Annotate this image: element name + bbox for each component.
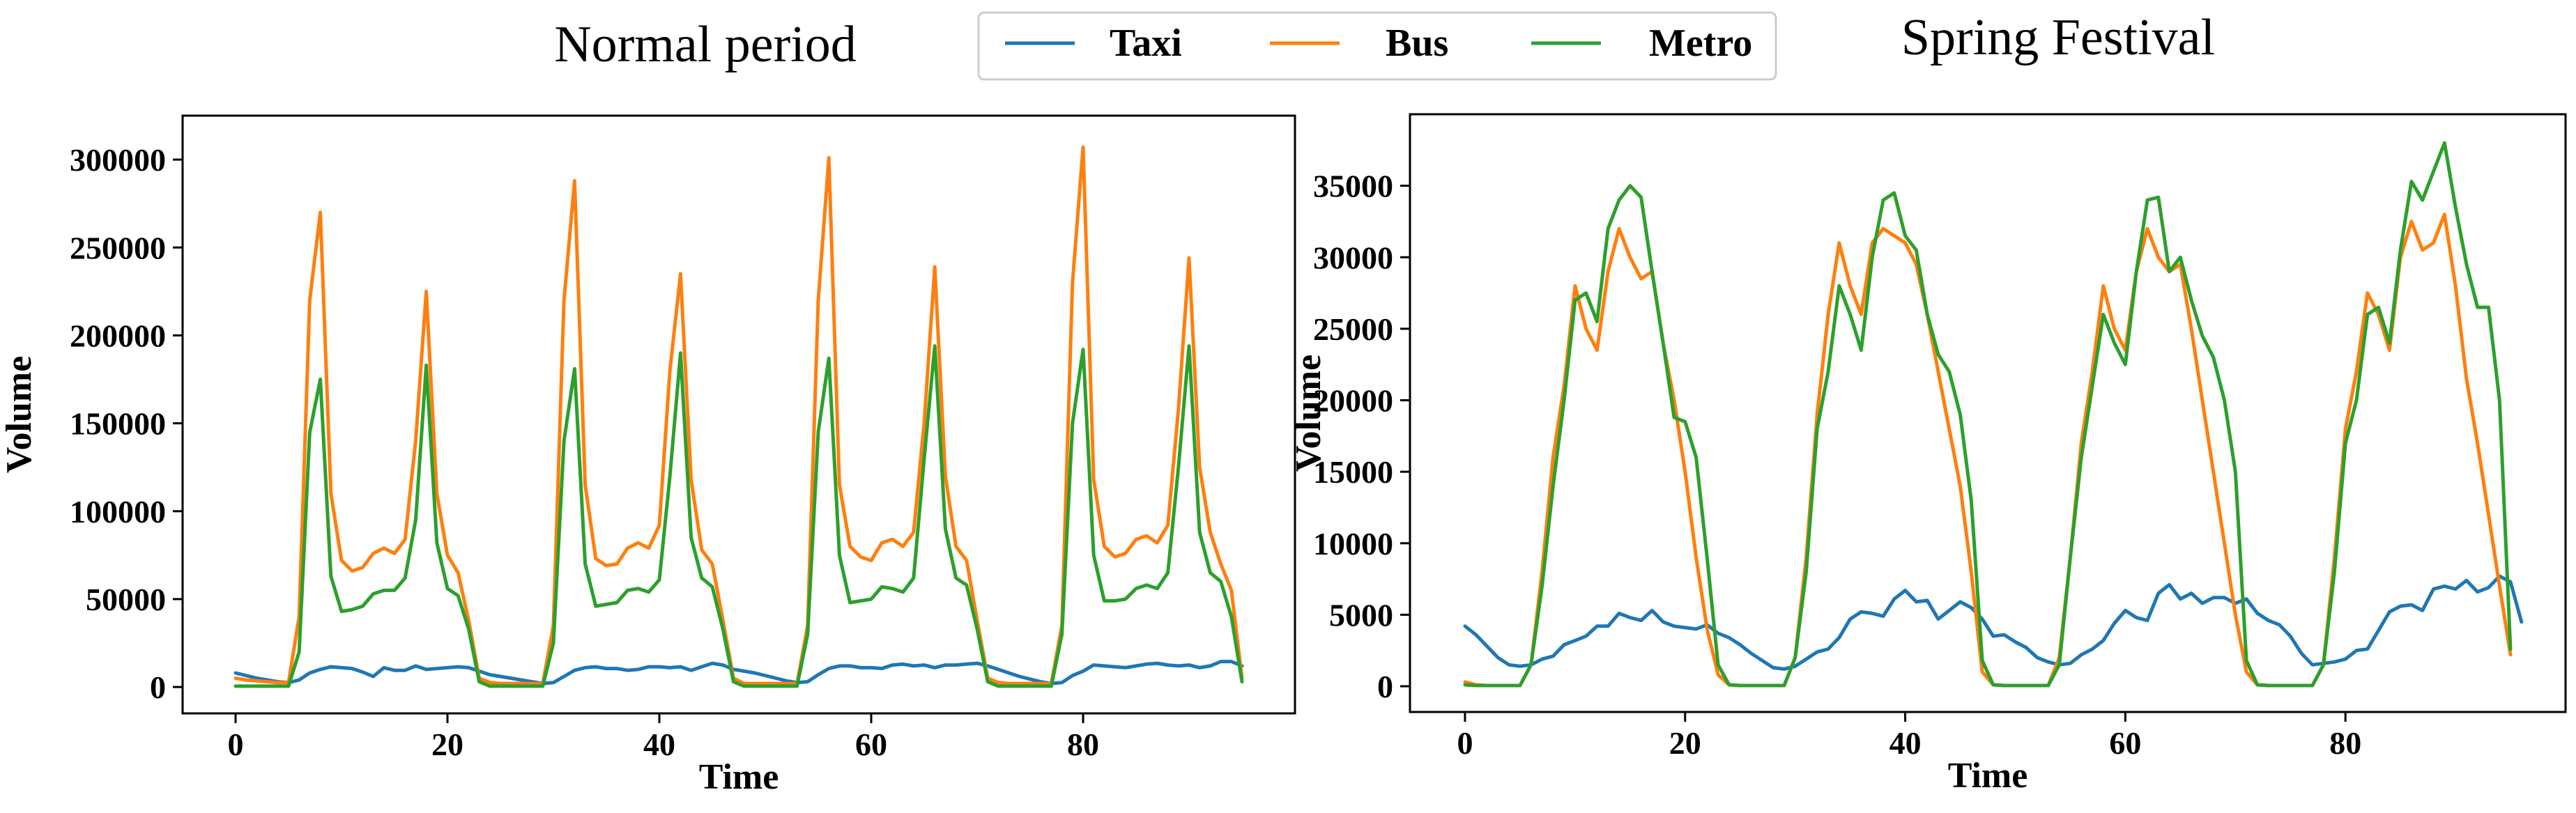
normal-period-x-tick-label: 0 [228,727,244,762]
normal-period-y-tick-label: 300000 [70,142,166,178]
legend-item-metro: Metro [1531,22,1752,65]
spring-festival-x-tick-label: 40 [1889,725,1922,761]
spring-festival-x-tick-label: 80 [2329,725,2361,761]
legend-item-bus: Bus [1270,22,1448,65]
normal-period-series-metro-line [233,344,1244,688]
spring-festival-y-tick-label: 20000 [1313,383,1393,419]
spring-festival-y-tick-label: 5000 [1329,597,1393,633]
spring-festival-plot-frame [1409,113,2567,713]
spring-festival-y-tick-label: 30000 [1313,240,1393,275]
spring-festival-y-tick-label: 35000 [1313,169,1393,204]
normal-period-y-tick-label: 250000 [70,230,166,265]
legend-frame [977,11,1777,81]
normal-period-plot-frame [181,114,1296,715]
left-chart-title: Normal period [554,16,857,73]
normal-period-y-axis-label: Volume [0,356,39,474]
spring-festival-y-tick-label: 25000 [1313,311,1393,347]
spring-festival-y-tick-label: 15000 [1313,454,1393,490]
normal-period-y-tick-label: 0 [150,669,166,705]
spring-festival-x-tick-label: 60 [2109,725,2141,761]
spring-festival-y-tick-label: 10000 [1313,526,1393,562]
spring-festival-x-tick-label: 20 [1669,725,1701,761]
legend: Taxi Bus Metro [977,11,1777,81]
normal-period-x-tick-label: 80 [1067,727,1099,762]
spring-festival-series-taxi-line [1463,574,2524,671]
normal-period-x-axis-label: Time [699,757,779,797]
spring-festival-y-tick-label: 0 [1377,669,1393,704]
legend-bus-label: Bus [1386,22,1448,65]
normal-period-chart: 0 20 40 60 80 0 50000 100000 150000 200000 250000 3… [0,114,1296,797]
normal-period-y-tick-label: 150000 [70,406,166,442]
spring-festival-x-axis-label: Time [1948,756,2028,796]
legend-item-taxi: Taxi [1005,22,1182,65]
legend-metro-label: Metro [1649,22,1752,65]
normal-period-series-taxi-line [233,660,1244,686]
spring-festival-x-tick-label: 0 [1457,725,1473,761]
spring-festival-chart: 0 20 40 60 80 0 5000 10000 15000 20000 25000 30000 3… [1289,113,2567,796]
normal-period-series-bus-line [233,145,1244,686]
spring-festival-series-metro-line [1463,141,2513,688]
normal-period-y-tick-label: 100000 [70,494,166,529]
normal-period-y-tick-label: 50000 [86,582,166,617]
legend-taxi-label: Taxi [1110,22,1182,65]
normal-period-x-tick-label: 20 [431,727,463,762]
normal-period-x-tick-label: 60 [855,727,887,762]
spring-festival-y-axis-label: Volume [1289,355,1328,472]
right-chart-title: Spring Festival [1901,9,2215,66]
normal-period-y-tick-label: 200000 [70,318,166,353]
normal-period-x-tick-label: 40 [643,727,675,762]
